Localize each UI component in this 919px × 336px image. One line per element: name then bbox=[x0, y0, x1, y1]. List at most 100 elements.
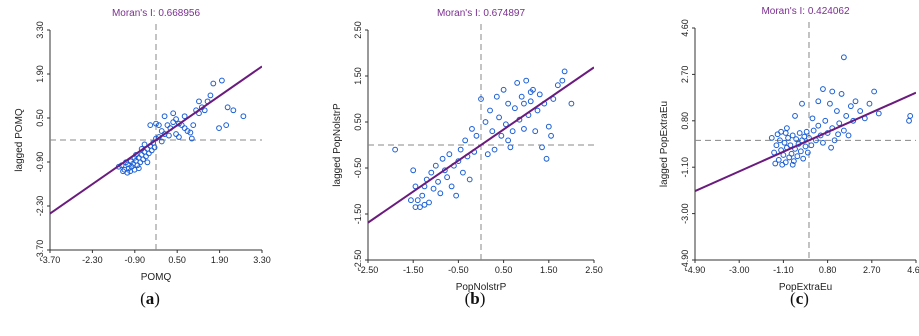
data-point bbox=[852, 98, 859, 105]
x-tick-label: -2.30 bbox=[82, 255, 103, 265]
x-tick-label: -4.90 bbox=[685, 265, 706, 275]
data-point bbox=[788, 150, 795, 157]
x-tick-label: 0.80 bbox=[819, 265, 837, 275]
data-point bbox=[153, 120, 159, 127]
data-point bbox=[550, 96, 557, 102]
data-point bbox=[843, 113, 850, 119]
data-point bbox=[906, 117, 912, 124]
data-point bbox=[498, 132, 505, 139]
x-tick-label: -1.10 bbox=[773, 265, 794, 275]
data-point bbox=[448, 183, 455, 190]
data-point bbox=[457, 146, 464, 153]
y-tick-label: 1.90 bbox=[35, 65, 45, 83]
data-point bbox=[408, 197, 414, 204]
data-point bbox=[527, 98, 534, 105]
data-point bbox=[460, 169, 466, 176]
data-point bbox=[489, 128, 496, 135]
y-tick-label: 0.50 bbox=[353, 113, 363, 131]
y-tick-label: -1.50 bbox=[353, 204, 363, 225]
data-point bbox=[822, 117, 829, 124]
data-point bbox=[158, 138, 165, 145]
x-tick-label: 3.30 bbox=[253, 255, 271, 265]
data-point bbox=[559, 77, 566, 84]
data-point bbox=[800, 155, 807, 162]
x-axis-label: PopExtraEu bbox=[779, 282, 832, 293]
regression-line bbox=[368, 66, 594, 224]
data-point bbox=[428, 169, 435, 176]
data-point bbox=[188, 135, 195, 142]
data-point bbox=[127, 158, 134, 165]
data-point bbox=[210, 80, 217, 87]
data-point bbox=[775, 156, 782, 163]
data-point bbox=[421, 201, 428, 208]
y-tick-label: -3.00 bbox=[680, 203, 690, 224]
y-axis-label: lagged PopNolstrP bbox=[332, 103, 343, 187]
data-point bbox=[137, 159, 144, 166]
y-tick-label: -2.30 bbox=[35, 196, 45, 217]
regression-line bbox=[695, 91, 916, 192]
data-point bbox=[125, 161, 131, 168]
data-point bbox=[834, 108, 840, 114]
data-point bbox=[561, 68, 568, 75]
panel-c: Moran's I: 0.424062 -4.90 -3.00 -1.10 0.80 2.… bbox=[659, 6, 919, 308]
y-tick-label: 2.50 bbox=[353, 21, 363, 39]
data-point bbox=[518, 93, 525, 100]
data-point bbox=[835, 131, 841, 138]
data-point bbox=[532, 128, 539, 135]
data-point bbox=[820, 139, 826, 146]
data-point bbox=[181, 113, 188, 120]
x-tick-label: -3.00 bbox=[729, 265, 750, 275]
data-point bbox=[223, 122, 230, 129]
data-point bbox=[521, 100, 527, 107]
data-point bbox=[782, 159, 789, 166]
data-point bbox=[173, 116, 179, 123]
data-point bbox=[176, 120, 182, 127]
data-point bbox=[444, 174, 451, 181]
x-tick-label: 2.70 bbox=[863, 265, 881, 275]
y-tick-label: 1.50 bbox=[353, 67, 363, 85]
data-point bbox=[773, 142, 780, 149]
data-point bbox=[140, 156, 147, 163]
data-point bbox=[482, 119, 489, 125]
data-point bbox=[484, 151, 491, 158]
data-point bbox=[143, 153, 149, 160]
data-point bbox=[543, 155, 550, 162]
x-tick-label: -1.50 bbox=[403, 265, 424, 275]
data-point bbox=[857, 108, 864, 114]
data-point bbox=[170, 110, 177, 117]
x-tick-label: -3.70 bbox=[40, 255, 61, 265]
data-point bbox=[161, 113, 168, 120]
data-point bbox=[790, 158, 797, 164]
panel-caption-letter: a bbox=[146, 289, 155, 308]
x-tick-label: 2.50 bbox=[585, 265, 603, 275]
data-point bbox=[505, 137, 512, 144]
data-point bbox=[469, 125, 475, 132]
moran-title: Moran's I: 0.674897 bbox=[437, 8, 526, 19]
data-point bbox=[768, 134, 775, 141]
data-point bbox=[435, 178, 441, 185]
data-point bbox=[831, 137, 838, 144]
data-point bbox=[772, 160, 779, 167]
data-point bbox=[437, 190, 444, 197]
data-point bbox=[802, 143, 809, 150]
y-tick-label: -0.90 bbox=[35, 152, 45, 173]
data-point bbox=[184, 128, 191, 134]
data-point bbox=[828, 144, 834, 151]
data-point bbox=[502, 121, 509, 128]
data-point bbox=[145, 150, 152, 157]
panel-caption: (a) bbox=[140, 289, 160, 308]
data-point bbox=[871, 88, 878, 95]
y-tick-label: 3.30 bbox=[35, 21, 45, 39]
data-point bbox=[792, 113, 798, 119]
data-point bbox=[505, 100, 512, 107]
data-point bbox=[473, 132, 480, 139]
data-point bbox=[534, 107, 541, 114]
data-point bbox=[847, 103, 854, 110]
data-point bbox=[148, 147, 155, 154]
x-tick-label: -0.90 bbox=[125, 255, 146, 265]
data-point bbox=[491, 146, 498, 153]
panel-caption-letter: b bbox=[470, 289, 479, 308]
data-point bbox=[840, 54, 847, 61]
y-axis-label: lagged PopExtraEu bbox=[659, 101, 670, 187]
data-point bbox=[838, 91, 845, 97]
